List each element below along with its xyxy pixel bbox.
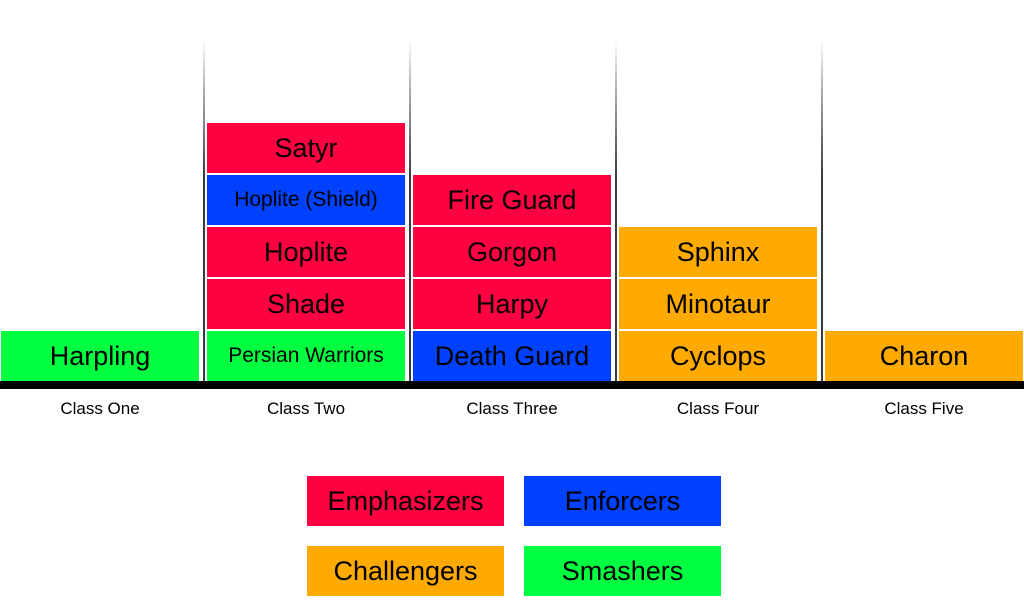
unit-block-persian-warriors: Persian Warriors [207,329,405,381]
column-label-class-one: Class One [60,399,140,418]
legend-emphasizers: Emphasizers [307,476,504,526]
column-label-class-two: Class Two [266,399,346,418]
unit-block-cyclops: Cyclops [619,329,817,381]
column-label-class-four: Class Four [676,399,760,418]
column-divider [615,40,617,384]
unit-block-minotaur: Minotaur [619,277,817,329]
unit-block-harpy: Harpy [413,277,611,329]
column-label-class-three: Class Three [466,399,558,418]
legend-smashers: Smashers [524,546,721,596]
column-divider [409,40,411,384]
column-divider [821,40,823,384]
column-divider [203,40,205,384]
column-label-class-five: Class Five [884,399,964,418]
unit-block-satyr: Satyr [207,121,405,173]
unit-block-shade: Shade [207,277,405,329]
legend-challengers: Challengers [307,546,504,596]
unit-block-fire-guard: Fire Guard [413,173,611,225]
unit-block-hoplite: Hoplite [207,225,405,277]
unit-block-charon: Charon [825,329,1023,381]
unit-block-hoplite-shield: Hoplite (Shield) [207,173,405,225]
unit-block-harpling: Harpling [1,329,199,381]
unit-block-death-guard: Death Guard [413,329,611,381]
unit-block-sphinx: Sphinx [619,225,817,277]
unit-block-gorgon: Gorgon [413,225,611,277]
baseline [0,381,1024,389]
legend-enforcers: Enforcers [524,476,721,526]
